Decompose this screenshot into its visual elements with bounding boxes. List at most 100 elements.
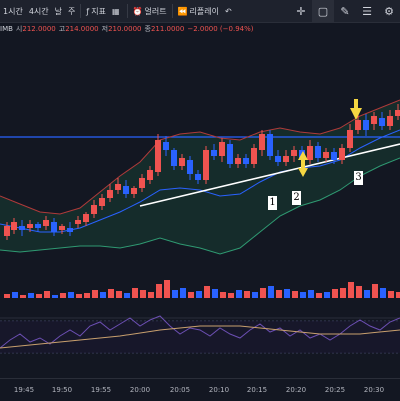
candle-body (219, 142, 225, 156)
time-label: 20:20 (285, 386, 307, 394)
candle-body (115, 184, 121, 190)
time-label: 19:45 (13, 386, 35, 394)
volume-bar (132, 288, 138, 298)
candle-body (179, 158, 185, 166)
trendline[interactable] (139, 143, 400, 207)
close-key: 종 (144, 25, 151, 33)
time-label: 19:50 (51, 386, 73, 394)
candle-body (91, 205, 97, 214)
candle-body (395, 110, 400, 116)
candle-body (203, 150, 209, 180)
interval-day[interactable]: 날 (54, 6, 62, 16)
candle-body (307, 146, 313, 160)
time-label: 20:10 (208, 386, 230, 394)
volume-bar (52, 295, 58, 298)
time-label: 19:55 (90, 386, 112, 394)
interval-1h[interactable]: 1시간 (3, 6, 23, 16)
brush-icon: ✎ (340, 4, 350, 18)
indicators-icon: ƒ (86, 6, 90, 16)
candle-body (131, 188, 137, 194)
candle-body (235, 158, 241, 164)
candle-body (339, 148, 345, 160)
candle-body (379, 118, 385, 126)
toolbar-divider (171, 4, 173, 18)
volume-bar (268, 286, 274, 298)
templates-button[interactable]: ▦ (109, 0, 125, 22)
volume-bar (388, 291, 394, 298)
candle-body (387, 116, 393, 126)
candle-body (139, 178, 145, 188)
lower-band-line (0, 157, 400, 255)
rsi-line (0, 315, 400, 349)
indicators-label: 지표 (91, 6, 106, 16)
alert-button[interactable]: ⏰ 얼러트 (130, 0, 170, 22)
rectangle-icon: ▢ (317, 4, 329, 18)
candle-body (163, 142, 169, 150)
volume-bar (244, 291, 250, 298)
toolbar-divider (80, 4, 82, 18)
candle-body (19, 226, 25, 230)
candle-body (59, 226, 65, 230)
crosshair-icon: ✛ (296, 4, 306, 18)
interval-4h[interactable]: 4시간 (28, 6, 49, 16)
candle-body (83, 214, 89, 222)
symbol-label[interactable]: IMB (0, 25, 13, 33)
volume-bar (68, 292, 74, 298)
time-axis[interactable]: 19:45 19:50 19:55 20:00 20:05 20:10 20:1… (0, 378, 400, 401)
candle-body (355, 120, 361, 130)
candle-body (43, 220, 49, 226)
crosshair-button[interactable]: ✛ (290, 0, 312, 22)
volume-bar (108, 289, 114, 298)
arrow-updown-icon (298, 151, 308, 177)
volume-bar (92, 290, 98, 298)
rectangle-button[interactable]: ▢ (312, 0, 334, 22)
interval-week[interactable]: 주 (68, 6, 76, 16)
candles-group (4, 104, 400, 240)
replay-icon: ⏪ (177, 6, 188, 16)
undo-button[interactable]: ↶ (222, 0, 237, 22)
wave-label-1: 1 (268, 196, 277, 210)
volume-bar (172, 290, 178, 298)
candle-body (315, 146, 321, 158)
candle-body (67, 228, 73, 232)
upper-band-line (0, 99, 400, 215)
candle-body (171, 150, 177, 166)
horizontal-lines-button[interactable]: ☰ (356, 0, 378, 22)
volume-bar (124, 293, 130, 298)
brush-button[interactable]: ✎ (334, 0, 356, 22)
candle-body (331, 152, 337, 160)
high-value: 214.0000 (65, 25, 99, 33)
wave-label-2: 2 (292, 191, 301, 205)
candle-body (347, 130, 353, 148)
toolbar-divider (126, 4, 128, 18)
candle-body (371, 116, 377, 124)
volume-bar (276, 290, 282, 298)
settings-button[interactable]: ⚙ (378, 0, 400, 22)
replay-button[interactable]: ⏪ 리플레이 (175, 0, 222, 22)
top-toolbar: 1시간 4시간 날 주 ƒ 지표 ▦ ⏰ 얼러트 ⏪ 리플레이 ↶ ✛ ▢ ✎ … (0, 0, 400, 23)
volume-bars-group (4, 280, 400, 298)
volume-bar (148, 292, 154, 298)
volume-bar (84, 293, 90, 298)
volume-bar (284, 289, 290, 298)
arrow-down-icon (350, 99, 362, 120)
time-label: 20:00 (129, 386, 151, 394)
volume-bar (356, 286, 362, 298)
volume-bar (196, 291, 202, 298)
grid-icon: ▦ (111, 6, 120, 16)
time-label: 20:30 (363, 386, 385, 394)
candle-body (323, 152, 329, 158)
candle-body (123, 186, 129, 194)
indicators-button[interactable]: ƒ 지표 (83, 0, 109, 22)
rsi-ma-line (0, 325, 400, 349)
high-key: 고 (58, 25, 66, 33)
volume-bar (292, 291, 298, 298)
moving-average-line (0, 129, 400, 233)
volume-bar (364, 290, 370, 298)
candle-body (187, 160, 193, 174)
undo-icon: ↶ (224, 6, 232, 16)
volume-bar (12, 292, 18, 298)
candle-body (227, 144, 233, 164)
ohlc-legend: IMB 시212.0000 고214.0000 저210.0000 종211.0… (0, 23, 254, 35)
